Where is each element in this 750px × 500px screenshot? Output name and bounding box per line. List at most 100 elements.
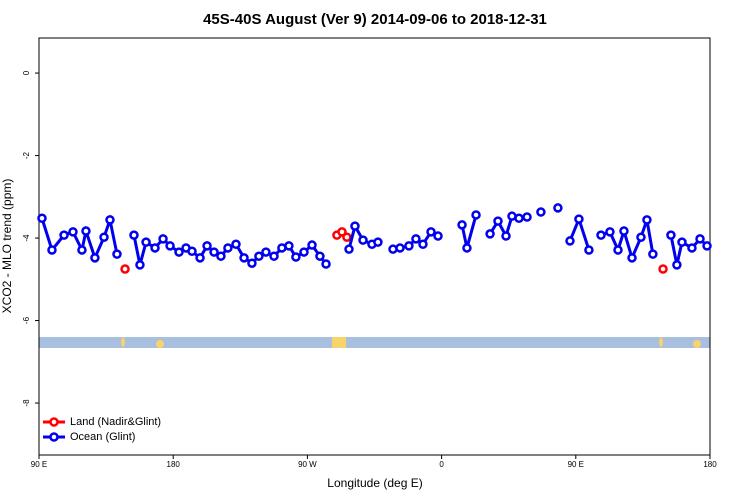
x-tick-label: 90 E [31, 460, 47, 469]
data-point [59, 230, 69, 240]
data-point [209, 247, 219, 257]
data-point [373, 237, 383, 247]
data-point [81, 226, 91, 236]
land-patch [332, 337, 346, 348]
data-point [291, 252, 301, 262]
data-point [418, 239, 428, 249]
data-point [315, 251, 325, 261]
data-point [584, 245, 594, 255]
data-point [642, 215, 652, 225]
data-point [141, 237, 151, 247]
data-point [358, 235, 368, 245]
data-point [269, 251, 279, 261]
data-point [457, 220, 467, 230]
legend-marker [49, 417, 59, 427]
y-tick-label: -8 [22, 399, 31, 407]
data-point [553, 203, 563, 213]
land-patch [156, 340, 164, 348]
x-tick-label: 90 W [298, 460, 317, 469]
data-point [687, 243, 697, 253]
data-point [514, 213, 524, 223]
data-point [321, 259, 331, 269]
data-point [202, 241, 212, 251]
data-point [404, 241, 414, 251]
data-point [677, 237, 687, 247]
data-point [158, 234, 168, 244]
data-point [395, 243, 405, 253]
data-point [68, 227, 78, 237]
data-point [105, 215, 115, 225]
x-tick-label: 90 E [568, 460, 584, 469]
data-point [337, 227, 347, 237]
data-point [150, 243, 160, 253]
data-point [636, 232, 646, 242]
data-point [47, 245, 57, 255]
data-point [254, 251, 264, 261]
data-point [174, 247, 184, 257]
data-point [522, 212, 532, 222]
data-point [605, 227, 615, 237]
y-axis-label: XCO2 - MLO trend (ppm) [0, 179, 14, 314]
land-patch [659, 337, 663, 347]
legend-label: Ocean (Glint) [70, 431, 135, 443]
data-point [619, 226, 629, 236]
y-tick-label: -4 [22, 234, 31, 242]
data-point [231, 239, 241, 249]
data-point [485, 229, 495, 239]
data-point [672, 260, 682, 270]
data-point [411, 234, 421, 244]
data-point [299, 247, 309, 257]
data-point [135, 260, 145, 270]
data-point [648, 249, 658, 259]
data-point [574, 214, 584, 224]
data-point [165, 241, 175, 251]
data-point [350, 221, 360, 231]
land-patch [693, 340, 701, 348]
data-point [129, 230, 139, 240]
data-point [501, 231, 511, 241]
data-point [195, 253, 205, 263]
x-tick-label: 0 [439, 460, 444, 469]
data-point [536, 207, 546, 217]
x-axis-label: Longitude (deg E) [327, 476, 422, 490]
data-point [90, 253, 100, 263]
land-patch [121, 337, 125, 347]
data-point [596, 230, 606, 240]
data-point [627, 253, 637, 263]
data-point [658, 264, 668, 274]
data-point [77, 245, 87, 255]
data-point [462, 243, 472, 253]
data-point [565, 236, 575, 246]
legend-marker [49, 432, 59, 442]
data-point [342, 232, 352, 242]
x-tick-label: 180 [167, 460, 181, 469]
legend-label: Land (Nadir&Glint) [70, 416, 161, 428]
data-point [120, 264, 130, 274]
data-point [702, 241, 712, 251]
data-point [695, 234, 705, 244]
x-tick-label: 180 [703, 460, 717, 469]
data-point [239, 253, 249, 263]
data-point [37, 213, 47, 223]
y-tick-label: -6 [22, 316, 31, 324]
data-point [187, 246, 197, 256]
y-tick-label: 0 [22, 70, 31, 75]
data-point [433, 231, 443, 241]
data-point [307, 240, 317, 250]
data-point [666, 230, 676, 240]
data-point [223, 243, 233, 253]
ocean-band [39, 337, 710, 348]
data-point [471, 210, 481, 220]
data-point [99, 232, 109, 242]
data-point [284, 241, 294, 251]
chart-title: 45S-40S August (Ver 9) 2014-09-06 to 201… [203, 11, 547, 28]
surface-band [39, 337, 710, 348]
data-point [493, 216, 503, 226]
data-point [426, 227, 436, 237]
data-point [344, 244, 354, 254]
data-point [112, 249, 122, 259]
y-tick-label: -2 [22, 151, 31, 159]
data-point [247, 258, 257, 268]
data-point [216, 251, 226, 261]
